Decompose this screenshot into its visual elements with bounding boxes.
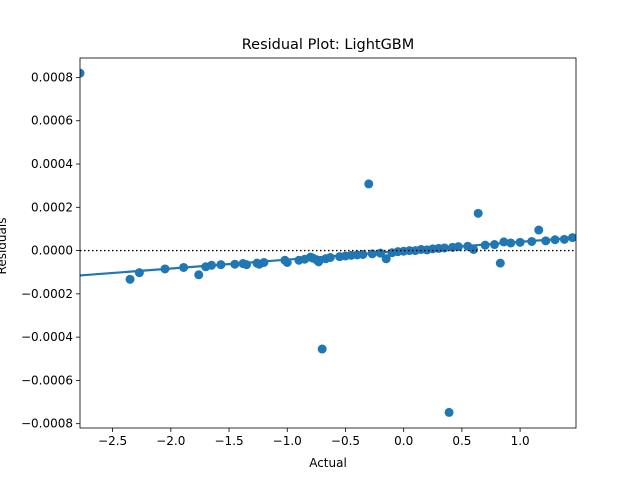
- residual-point: [473, 208, 483, 218]
- y-tick-label: −0.0004: [21, 330, 73, 344]
- x-tick-label: −2.0: [156, 434, 185, 448]
- residual-point: [568, 233, 576, 243]
- x-tick-label: −0.5: [331, 434, 360, 448]
- residual-point: [550, 235, 560, 245]
- x-axis-label: Actual: [309, 456, 347, 470]
- chart-title: Residual Plot: LightGBM: [242, 37, 415, 53]
- residual-point: [194, 270, 204, 280]
- residual-point: [439, 243, 449, 253]
- residual-point: [480, 240, 490, 250]
- residual-point: [381, 254, 391, 264]
- residual-point: [444, 407, 454, 417]
- y-axis-label: Residuals: [0, 218, 9, 275]
- plot-frame: [79, 57, 577, 429]
- residual-point: [506, 238, 516, 248]
- residual-point: [559, 234, 569, 244]
- axis-ticks: −2.5 −2.0 −1.5 −1.0 −0.5 0.0 0.5 1.0 −0.0008 −0.0…: [21, 70, 530, 448]
- x-tick-label: −1.5: [214, 434, 243, 448]
- residual-point: [453, 242, 463, 252]
- y-tick-label: 0.0000: [31, 244, 73, 258]
- residual-point: [499, 237, 509, 247]
- residual-point: [527, 236, 537, 246]
- x-tick-label: 0.5: [452, 434, 471, 448]
- x-tick-label: −2.5: [98, 434, 127, 448]
- y-tick-label: 0.0004: [31, 157, 73, 171]
- y-tick-label: 0.0002: [31, 200, 73, 214]
- residual-point: [241, 260, 251, 270]
- y-tick-label: 0.0008: [31, 70, 73, 84]
- residual-point: [364, 179, 374, 189]
- residual-point: [541, 236, 551, 246]
- residual-point: [282, 257, 292, 267]
- residual-point: [134, 268, 144, 278]
- residual-point: [80, 68, 85, 78]
- y-tick-label: −0.0008: [21, 417, 73, 431]
- x-tick-label: −1.0: [273, 434, 302, 448]
- residual-point: [259, 257, 269, 267]
- residual-point: [216, 260, 226, 270]
- y-tick-label: −0.0002: [21, 287, 73, 301]
- x-tick-label: 0.0: [394, 434, 413, 448]
- residual-point: [495, 258, 505, 268]
- residual-point: [207, 260, 217, 270]
- residual-point: [179, 262, 189, 272]
- residual-point: [515, 237, 525, 247]
- residual-point: [358, 249, 368, 259]
- residual-point: [160, 264, 170, 274]
- residual-point: [230, 259, 240, 269]
- residual-point: [489, 240, 499, 250]
- residual-point: [317, 344, 327, 354]
- y-tick-label: −0.0006: [21, 373, 73, 387]
- residual-point: [125, 274, 135, 284]
- y-tick-label: 0.0006: [31, 114, 73, 128]
- residual-point: [534, 225, 544, 235]
- residual-point: [375, 248, 385, 258]
- residual-point: [325, 252, 335, 262]
- residual-point: [314, 257, 324, 267]
- residual-point: [367, 249, 377, 259]
- residual-point: [469, 244, 479, 254]
- x-tick-label: 1.0: [511, 434, 530, 448]
